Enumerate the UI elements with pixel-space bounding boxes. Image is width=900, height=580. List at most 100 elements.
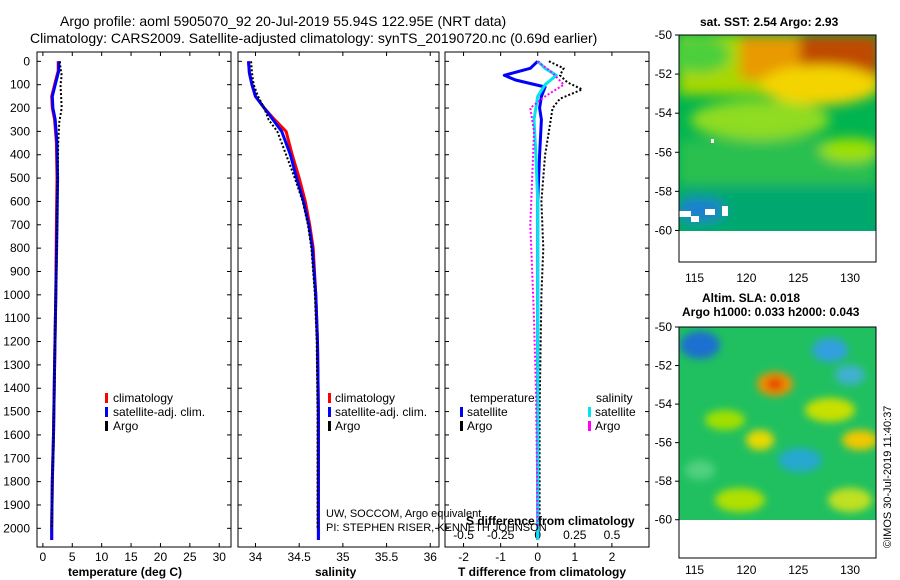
- difference-panel: [444, 51, 650, 548]
- title-line-2: Climatology: CARS2009. Satellite-adjuste…: [30, 30, 597, 46]
- salinity-legend: climatology satellite-adj. clim. Argo: [328, 391, 427, 433]
- title-line-1: Argo profile: aoml 5905070_92 20-Jul-201…: [60, 13, 506, 29]
- imos-stamp: ©IMOS 30-Jul-2019 11:40:37: [882, 406, 894, 548]
- legend-argo-label: Argo: [335, 419, 361, 433]
- map-y-tick-label: -54: [655, 106, 673, 120]
- sst-map-frame: [678, 34, 877, 263]
- legend-s-argo-label: Argo: [595, 419, 621, 433]
- x-tick-label: 2: [609, 550, 616, 564]
- map-y-tick-label: -56: [655, 145, 673, 159]
- map-axis-ticks: 115 120 125 130 -50 -52 -54 -56 -58 -60 115 120 125 1…: [655, 28, 861, 577]
- salinity-xlabel: salinity: [315, 565, 357, 579]
- legend-s-satellite-swatch: [588, 407, 591, 417]
- legend-temperature-title: temperature: [470, 391, 535, 405]
- legend-argo-swatch: [105, 421, 108, 431]
- depth-tick-label: 600: [10, 194, 30, 208]
- series-line-t-argo: [538, 60, 584, 529]
- difference-top-xlabel: S difference from climatology: [466, 514, 635, 528]
- depth-tick-label: 1400: [3, 381, 30, 395]
- depth-tick-label: 400: [10, 148, 30, 162]
- x-tick-label: 5: [69, 550, 76, 564]
- x-top-tick-label: 0.25: [563, 528, 587, 542]
- depth-tick-label: 2000: [3, 521, 30, 535]
- sla-map: [679, 327, 876, 520]
- x-tick-label: 20: [154, 550, 168, 564]
- x-tick-label: 30: [213, 550, 227, 564]
- depth-tick-label: 1500: [3, 405, 30, 419]
- x-tick-label: 10: [95, 550, 109, 564]
- sst-map: [679, 35, 876, 231]
- series-line-argo: [250, 61, 319, 529]
- x-tick-label: 0: [40, 550, 47, 564]
- depth-tick-label: 1800: [3, 475, 30, 489]
- float-info: UW, SOCCOM, Argo equivalent: [326, 508, 481, 520]
- map-x-tick-label: 120: [736, 271, 756, 285]
- sla-map-blank: [679, 520, 876, 558]
- x-tick-label: 34: [249, 550, 263, 564]
- legend-climatology-label: climatology: [335, 391, 395, 405]
- x-tick-label: 0: [534, 550, 541, 564]
- map-y-tick-label: -52: [655, 359, 673, 373]
- x-tick-label: 1: [571, 550, 578, 564]
- legend-t-satellite-swatch: [460, 407, 463, 417]
- depth-tick-label: 1200: [3, 335, 30, 349]
- map-y-tick-label: -54: [655, 397, 673, 411]
- map-x-tick-label: 125: [788, 563, 808, 577]
- x-tick-label: 36: [424, 550, 438, 564]
- temperature-panel: [36, 51, 232, 548]
- legend-climatology-swatch: [328, 393, 331, 403]
- map-y-tick-label: -56: [655, 436, 673, 450]
- depth-tick-label: 100: [10, 78, 30, 92]
- x-tick-label: 15: [124, 550, 138, 564]
- depth-tick-label: 1000: [3, 288, 30, 302]
- sla-map-title-2: Argo h1000: 0.033 h2000: 0.043: [682, 305, 860, 319]
- difference-xlabel: T difference from climatology: [458, 565, 626, 579]
- x-top-tick-label: -0.5: [453, 528, 474, 542]
- map-x-tick-label: 130: [840, 271, 860, 285]
- legend-satellite-swatch: [328, 407, 331, 417]
- salinity-panel: [237, 51, 440, 548]
- map-y-tick-label: -58: [655, 184, 673, 198]
- depth-tick-label: 800: [10, 241, 30, 255]
- series-line-satellite-adj-clim-: [247, 61, 320, 540]
- legend-salinity-title: salinity: [596, 391, 633, 405]
- depth-tick-label: 1900: [3, 498, 30, 512]
- map-x-tick-label: 120: [736, 563, 756, 577]
- depth-axis: 0 100 200 300 400 500 600 700 800 900 1000 1100 1200…: [3, 54, 30, 535]
- axis-ticks: 0 5 10 15 20 25 30 34 34.5 35 35.5 36 -2 -1 0 1 2 -0.5 -0.…: [37, 52, 649, 564]
- series-line-s-argo: [529, 60, 565, 529]
- profile-series: [50, 60, 584, 540]
- temperature-xlabel: temperature (deg C): [68, 565, 182, 579]
- x-tick-label: 35.5: [375, 550, 399, 564]
- legend-satellite-swatch: [105, 407, 108, 417]
- map-x-tick-label: 130: [840, 563, 860, 577]
- legend-argo-label: Argo: [113, 419, 139, 433]
- difference-legend: temperature salinity satellite Argo sate…: [460, 391, 636, 433]
- depth-tick-label: 200: [10, 101, 30, 115]
- depth-tick-label: 300: [10, 124, 30, 138]
- depth-tick-label: 900: [10, 264, 30, 278]
- legend-argo-swatch: [328, 421, 331, 431]
- depth-tick-label: 0: [23, 54, 30, 68]
- map-y-tick-label: -50: [655, 320, 673, 334]
- legend-satellite-label: satellite-adj. clim.: [335, 405, 427, 419]
- legend-t-argo-label: Argo: [467, 419, 493, 433]
- series-line-argo: [50, 61, 63, 529]
- legend-climatology-swatch: [105, 393, 108, 403]
- legend-s-argo-swatch: [588, 421, 591, 431]
- argo-location-marker: [711, 139, 714, 143]
- map-y-tick-label: -58: [655, 474, 673, 488]
- x-tick-label: 34.5: [287, 550, 311, 564]
- temperature-legend: climatology satellite-adj. clim. Argo: [105, 391, 205, 433]
- legend-t-satellite-label: satellite: [467, 405, 508, 419]
- x-tick-label: -1: [495, 550, 506, 564]
- depth-tick-label: 700: [10, 218, 30, 232]
- depth-tick-label: 1700: [3, 451, 30, 465]
- x-tick-label: 35: [336, 550, 350, 564]
- sst-map-title: sat. SST: 2.54 Argo: 2.93: [700, 15, 839, 29]
- pi-info: PI: STEPHEN RISER, KENNETH JOHNSON: [326, 522, 547, 534]
- depth-tick-label: 1100: [4, 311, 30, 325]
- depth-tick-label: 1600: [3, 428, 30, 442]
- sla-map-title-1: Altim. SLA: 0.018: [702, 291, 800, 305]
- x-tick-label: 25: [183, 550, 197, 564]
